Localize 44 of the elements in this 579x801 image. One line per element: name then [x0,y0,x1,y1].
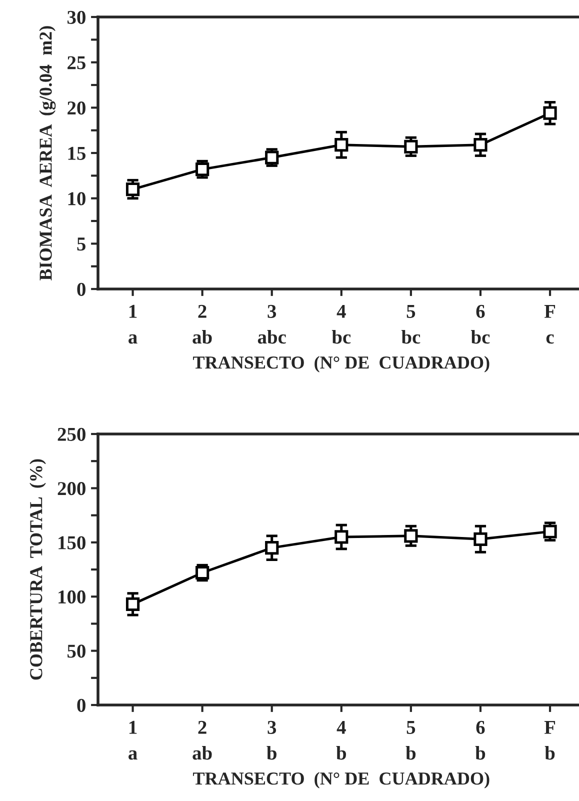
x-tick-label: 6 bc [471,304,490,344]
point [126,182,140,196]
x-tick-label: 3 b [266,720,276,760]
x-tick-label: F c [544,305,556,344]
x-tick-label: 5 b [406,721,416,760]
x-tick-label: 1 a [128,304,138,344]
y-tick-label: 0 [77,282,86,296]
x-axis-title: TRANSECTO (N° DE CUADRADO) [193,356,490,372]
y-tick-label: 100 [58,590,86,604]
point [404,140,418,154]
y-tick-label: 25 [68,56,86,70]
point [265,541,279,555]
y-tick-label: 20 [68,101,86,115]
x-tick-label: F b [544,721,556,760]
x-tick-label: 4 b [336,720,346,760]
point [126,597,140,611]
point [404,529,418,543]
y-tick-label: 0 [77,698,86,712]
point [474,138,488,152]
y-tick-label: 10 [68,192,86,206]
point [334,530,348,544]
point [196,162,210,176]
x-tick-label: 6 b [475,720,486,760]
point [543,106,557,120]
x-tick-label: 2 ab [192,720,212,760]
y-tick-label: 150 [58,536,86,550]
point [474,532,488,546]
y-tick-label: 15 [68,146,86,160]
point [543,524,557,538]
y-tick-label: 5 [77,238,86,251]
y-tick-label: 250 [58,428,86,441]
y-axis-title: COBERTURA TOTAL (%) [30,459,46,680]
x-tick-label: 2 ab [192,304,212,344]
y-tick-label: 200 [58,482,86,496]
point [334,138,348,152]
point [265,150,279,164]
x-tick-label: 3 abc [258,304,286,344]
y-axis-title: BIOMASA AEREA (g/0.04 m2) [39,26,56,280]
x-tick-label: 5 bc [401,305,420,344]
y-tick-label: 50 [68,644,86,658]
y-tick-label: 30 [67,10,86,24]
x-axis-title: TRANSECTO (N° DE CUADRADO) [193,772,490,788]
x-tick-label: 1 a [128,720,138,760]
x-tick-label: 4 bc [332,304,351,344]
